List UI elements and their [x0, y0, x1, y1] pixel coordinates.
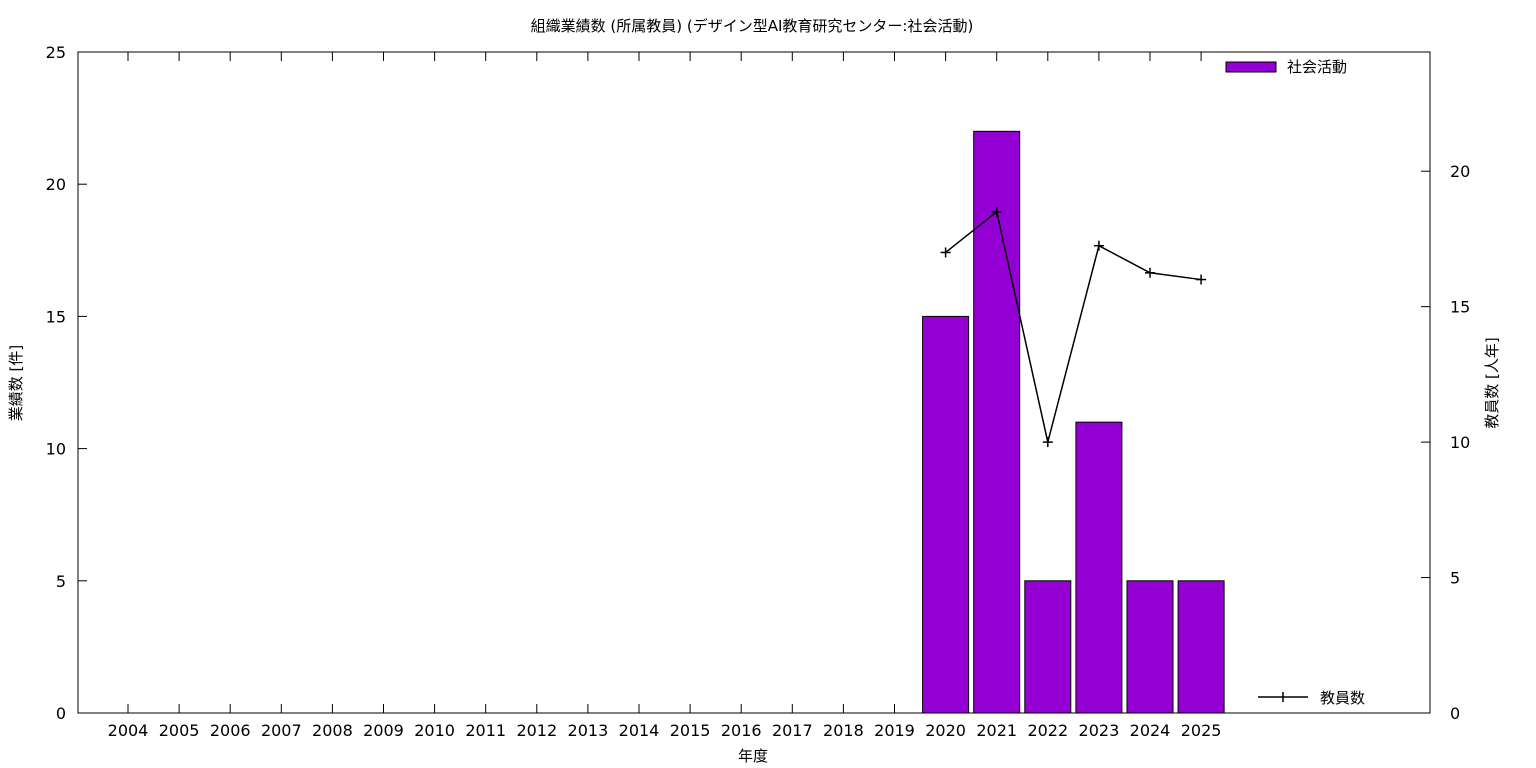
x-tick-label: 2024 — [1130, 721, 1171, 740]
x-tick-label: 2022 — [1027, 721, 1068, 740]
x-axis-label: 年度 — [738, 747, 768, 765]
y-tick-label: 10 — [46, 440, 66, 459]
line-point — [1042, 437, 1053, 448]
y2-tick-label: 10 — [1450, 433, 1470, 452]
bar — [1024, 580, 1072, 714]
line-path — [945, 210, 1202, 443]
y-tick-label: 20 — [46, 175, 66, 194]
x-tick-label: 2016 — [721, 721, 762, 740]
legend-bar-swatch — [1225, 61, 1277, 73]
x-tick-label: 2021 — [976, 721, 1017, 740]
x-tick-label: 2013 — [568, 721, 609, 740]
x-tick-label: 2023 — [1079, 721, 1120, 740]
y2-axis: 0 5 10 15 20 — [1421, 162, 1470, 723]
line-point — [1196, 274, 1207, 285]
bar — [973, 130, 1021, 714]
x-tick-label: 2011 — [465, 721, 506, 740]
bar-series — [922, 130, 1225, 714]
x-tick-label: 2017 — [772, 721, 813, 740]
x-tick-label: 2012 — [516, 721, 557, 740]
y2-tick-label: 20 — [1450, 162, 1470, 181]
x-tick-label: 2019 — [874, 721, 915, 740]
x-tick-label: 2025 — [1181, 721, 1222, 740]
x-tick-label: 2007 — [261, 721, 302, 740]
bar — [1177, 580, 1225, 714]
legend-bar: 社会活動 — [1225, 58, 1347, 76]
line-series — [940, 206, 1207, 448]
legend-line-label: 教員数 — [1320, 689, 1365, 707]
x-tick-label: 2006 — [210, 721, 251, 740]
legend-line: 教員数 — [1258, 689, 1365, 707]
line-point — [1145, 267, 1155, 278]
bar — [1075, 421, 1123, 714]
x-tick-label: 2005 — [159, 721, 200, 740]
y2-tick-label: 0 — [1450, 704, 1460, 723]
y-axis: 0 5 10 15 20 25 — [46, 43, 87, 723]
line-point — [940, 247, 951, 258]
bar — [922, 315, 970, 714]
y2-tick-label: 15 — [1450, 298, 1470, 317]
x-tick-label: 2018 — [823, 721, 864, 740]
x-axis: 2004 2005 2006 2007 2008 2009 2010 2011 2012 2013… — [108, 52, 1222, 740]
x-tick-label: 2015 — [670, 721, 711, 740]
y-tick-label: 15 — [46, 307, 66, 326]
x-tick-label: 2009 — [363, 721, 404, 740]
x-tick-label: 2010 — [414, 721, 455, 740]
x-tick-label: 2020 — [925, 721, 966, 740]
x-tick-label: 2014 — [619, 721, 660, 740]
y-axis-label: 業績数 [件] — [7, 345, 25, 421]
line-point — [1093, 240, 1104, 251]
plot-frame — [77, 51, 1431, 714]
legend-bar-label: 社会活動 — [1287, 58, 1347, 76]
y2-tick-label: 5 — [1450, 569, 1460, 588]
x-tick-label: 2008 — [312, 721, 353, 740]
chart-title: 組織業績数 (所属教員) (デザイン型AI教育研究センター:社会活動) — [531, 17, 974, 35]
y-tick-label: 25 — [46, 43, 66, 62]
bar — [1126, 580, 1174, 714]
y-tick-label: 5 — [56, 572, 66, 591]
x-tick-label: 2004 — [108, 721, 149, 740]
line-point — [991, 206, 1002, 217]
y2-axis-label: 教員数 [人年] — [1483, 337, 1501, 428]
y-tick-label: 0 — [56, 704, 66, 723]
